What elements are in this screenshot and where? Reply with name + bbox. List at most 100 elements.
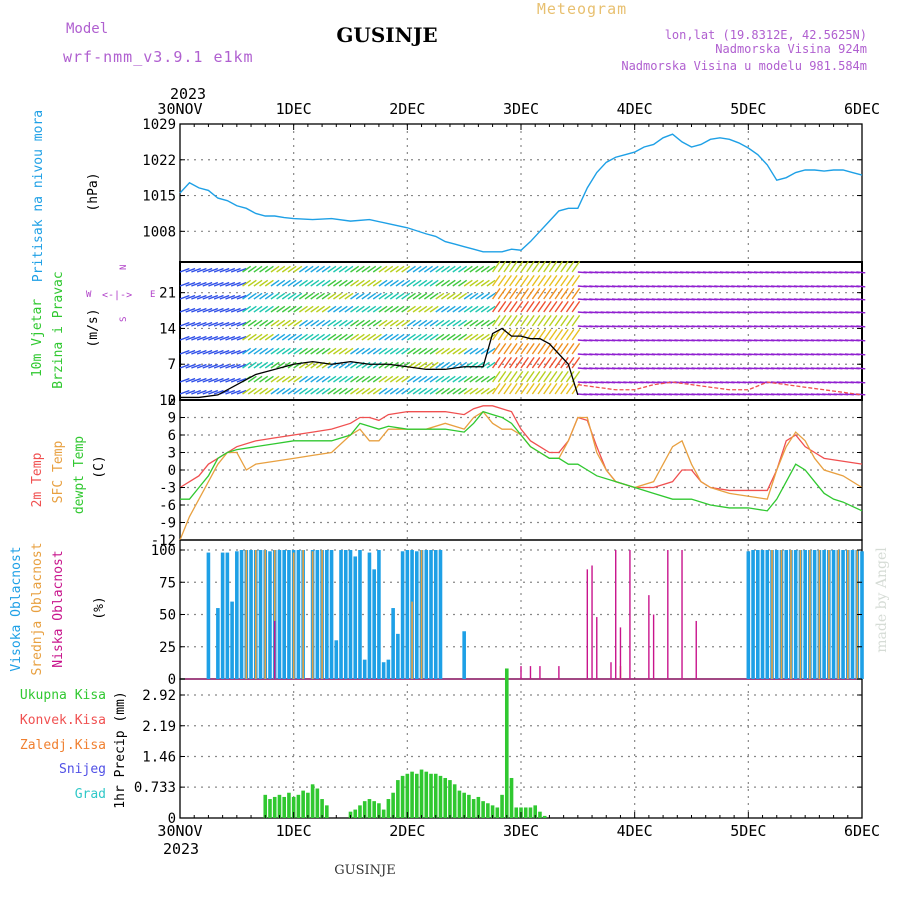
- marks-layer: [179, 133, 864, 818]
- mid-cloud-bar: [302, 550, 304, 679]
- wind-barb: [191, 267, 202, 273]
- wind-barb: [253, 333, 263, 341]
- wind-barb: [338, 305, 348, 313]
- wind-barb: [191, 281, 202, 287]
- wind-barb: [315, 333, 325, 341]
- wind-barb: [225, 335, 236, 341]
- wind-barb: [429, 361, 439, 369]
- wind-barb: [475, 265, 485, 273]
- wind-barb: [446, 279, 456, 287]
- precip-bar: [372, 801, 376, 818]
- wind-barb: [509, 260, 518, 273]
- wind-barb: [208, 294, 219, 300]
- wind-barb: [486, 319, 496, 327]
- mid-cloud-bar: [311, 551, 314, 679]
- precip-bar: [504, 668, 509, 818]
- wind-barb: [548, 382, 558, 395]
- high-cloud-bar: [339, 550, 343, 679]
- wind-barb: [548, 274, 558, 287]
- wind-barb: [441, 333, 451, 341]
- wind-barb: [208, 335, 219, 341]
- grid-layer: [180, 124, 862, 818]
- wind-barb: [435, 319, 445, 327]
- wind-barb: [219, 281, 230, 287]
- wind-barb: [441, 375, 451, 383]
- wind-barb: [208, 321, 219, 327]
- wind-barb: [389, 305, 399, 313]
- wind-barb: [367, 292, 377, 300]
- wind-barb: [543, 370, 552, 383]
- wind-barb: [281, 265, 291, 273]
- wind-barb: [372, 279, 382, 287]
- wind-barb: [423, 375, 433, 383]
- wind-barb: [361, 279, 371, 287]
- wind-barb: [230, 281, 241, 287]
- wind-barb: [435, 387, 445, 395]
- wind-barb: [435, 375, 445, 383]
- wind-barb: [310, 387, 320, 395]
- wind-barb: [492, 342, 501, 355]
- wind-barb: [315, 279, 325, 287]
- wind-barb: [213, 267, 224, 273]
- wind-barb: [503, 287, 512, 300]
- wind-barb: [503, 274, 512, 287]
- precip-bar: [486, 803, 490, 818]
- wind-barb: [565, 314, 575, 327]
- wind-barb: [242, 347, 252, 355]
- wind-barb: [423, 279, 433, 287]
- wind-barb: [355, 387, 365, 395]
- wind-barb: [310, 279, 320, 287]
- wind-barb: [185, 377, 196, 383]
- wind-barb: [310, 319, 320, 327]
- wind-barb: [253, 292, 263, 300]
- high-cloud-bar: [396, 633, 400, 679]
- altitude-text: Nadmorska Visina 924m: [715, 42, 867, 56]
- station-title: GUSINJE: [336, 23, 437, 47]
- wind-barb: [423, 305, 433, 313]
- precip-bar: [528, 807, 533, 818]
- wind-barb: [543, 274, 552, 287]
- wind-barb: [321, 333, 331, 341]
- wind-barb: [389, 375, 399, 383]
- time-label-top: 5DEC: [730, 100, 766, 118]
- wind-barb: [202, 363, 213, 369]
- wind-barb: [401, 333, 411, 341]
- wind-barb: [469, 305, 479, 313]
- wind-barb: [480, 279, 490, 287]
- high-cloud-bar: [216, 608, 220, 679]
- wind-barb: [509, 382, 518, 395]
- precip-bar: [462, 792, 466, 818]
- wind-barb: [384, 305, 394, 313]
- wind-barb: [225, 267, 236, 273]
- wind-barb: [384, 375, 394, 383]
- dewpoint-line: [180, 410, 863, 512]
- wind-barb: [571, 300, 581, 313]
- wind-barb: [179, 321, 190, 327]
- wind-barb: [856, 285, 866, 288]
- precip-ylabel: 1hr Precip (mm): [113, 691, 128, 808]
- wind-barb: [384, 279, 394, 287]
- wind-barb: [185, 335, 196, 341]
- wind-barb: [554, 382, 564, 395]
- wind-barb: [446, 375, 456, 383]
- wind-barb: [247, 292, 257, 300]
- compass-n: N: [119, 265, 129, 270]
- precip-bar: [509, 777, 514, 818]
- high-cloud-bar: [206, 552, 211, 679]
- wind-unit: (m/s): [86, 308, 101, 347]
- y-tick-label: 1008: [142, 224, 176, 240]
- wind-barb: [213, 389, 224, 395]
- low-cloud-bar: [558, 666, 560, 679]
- precip-bar: [301, 790, 305, 818]
- wind-barb: [213, 321, 224, 327]
- wind-barb: [560, 287, 569, 300]
- time-label-top: 30NOV: [157, 100, 202, 118]
- wind-barb: [219, 294, 230, 300]
- wind-barb: [378, 361, 388, 369]
- wind-barb: [350, 279, 360, 287]
- year-top: 2023: [170, 85, 206, 103]
- temp-2m-line: [179, 405, 863, 492]
- wind-barb: [264, 361, 274, 369]
- wind-barb: [486, 279, 496, 287]
- wind-barb: [276, 361, 286, 369]
